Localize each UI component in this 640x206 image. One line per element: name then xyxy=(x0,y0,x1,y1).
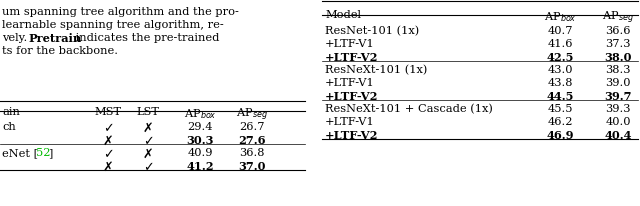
Text: 38.3: 38.3 xyxy=(605,65,631,75)
Text: Model: Model xyxy=(325,10,361,20)
Text: 29.4: 29.4 xyxy=(188,121,212,131)
Text: 27.6: 27.6 xyxy=(238,134,266,145)
Text: AP$_{box}$: AP$_{box}$ xyxy=(543,10,577,24)
Text: 42.5: 42.5 xyxy=(547,52,573,63)
Text: ts for the backbone.: ts for the backbone. xyxy=(2,46,118,56)
Text: 45.5: 45.5 xyxy=(547,103,573,114)
Text: ResNeXt-101 (1x): ResNeXt-101 (1x) xyxy=(325,65,428,75)
Text: ✗: ✗ xyxy=(143,121,154,134)
Text: 39.7: 39.7 xyxy=(604,91,632,102)
Text: +LTF-V1: +LTF-V1 xyxy=(325,39,375,49)
Text: 41.6: 41.6 xyxy=(547,39,573,49)
Text: 39.3: 39.3 xyxy=(605,103,631,114)
Text: ✓: ✓ xyxy=(102,147,113,160)
Text: AP$_{seg}$: AP$_{seg}$ xyxy=(236,107,268,123)
Text: learnable spanning tree algorithm, re-: learnable spanning tree algorithm, re- xyxy=(2,20,224,30)
Text: 52: 52 xyxy=(36,147,51,157)
Text: 41.2: 41.2 xyxy=(186,160,214,171)
Text: um spanning tree algorithm and the pro-: um spanning tree algorithm and the pro- xyxy=(2,7,239,17)
Text: MST: MST xyxy=(95,107,122,116)
Text: 26.7: 26.7 xyxy=(239,121,265,131)
Text: 36.8: 36.8 xyxy=(239,147,265,157)
Text: +LTF-V2: +LTF-V2 xyxy=(325,129,378,140)
Text: AP$_{seg}$: AP$_{seg}$ xyxy=(602,10,634,26)
Text: indicates the pre-trained: indicates the pre-trained xyxy=(72,33,220,43)
Text: 37.0: 37.0 xyxy=(238,160,266,171)
Text: 46.9: 46.9 xyxy=(547,129,573,140)
Text: 36.6: 36.6 xyxy=(605,26,631,36)
Text: +LTF-V2: +LTF-V2 xyxy=(325,52,378,63)
Text: 38.0: 38.0 xyxy=(604,52,632,63)
Text: ✓: ✓ xyxy=(102,121,113,134)
Text: ain: ain xyxy=(2,107,20,116)
Text: LST: LST xyxy=(136,107,159,116)
Text: 40.0: 40.0 xyxy=(605,116,631,126)
Text: 46.2: 46.2 xyxy=(547,116,573,126)
Text: AP$_{box}$: AP$_{box}$ xyxy=(184,107,216,120)
Text: eNet [: eNet [ xyxy=(2,147,38,157)
Text: ✗: ✗ xyxy=(102,160,113,173)
Text: ResNet-101 (1x): ResNet-101 (1x) xyxy=(325,26,419,36)
Text: 40.4: 40.4 xyxy=(604,129,632,140)
Text: 39.0: 39.0 xyxy=(605,78,631,88)
Text: 40.7: 40.7 xyxy=(547,26,573,36)
Text: 43.8: 43.8 xyxy=(547,78,573,88)
Text: ✗: ✗ xyxy=(102,134,113,147)
Text: ch: ch xyxy=(2,121,16,131)
Text: ✓: ✓ xyxy=(143,160,154,173)
Text: 40.9: 40.9 xyxy=(188,147,212,157)
Text: ✗: ✗ xyxy=(143,147,154,160)
Text: 43.0: 43.0 xyxy=(547,65,573,75)
Text: 30.3: 30.3 xyxy=(186,134,214,145)
Text: +LTF-V1: +LTF-V1 xyxy=(325,78,375,88)
Text: +LTF-V1: +LTF-V1 xyxy=(325,116,375,126)
Text: 44.5: 44.5 xyxy=(547,91,573,102)
Text: 37.3: 37.3 xyxy=(605,39,631,49)
Text: ✓: ✓ xyxy=(143,134,154,147)
Text: vely.: vely. xyxy=(2,33,31,43)
Text: ResNeXt-101 + Cascade (1x): ResNeXt-101 + Cascade (1x) xyxy=(325,103,493,114)
Text: ]: ] xyxy=(48,147,52,157)
Text: +LTF-V2: +LTF-V2 xyxy=(325,91,378,102)
Text: Pretrain: Pretrain xyxy=(28,33,81,44)
